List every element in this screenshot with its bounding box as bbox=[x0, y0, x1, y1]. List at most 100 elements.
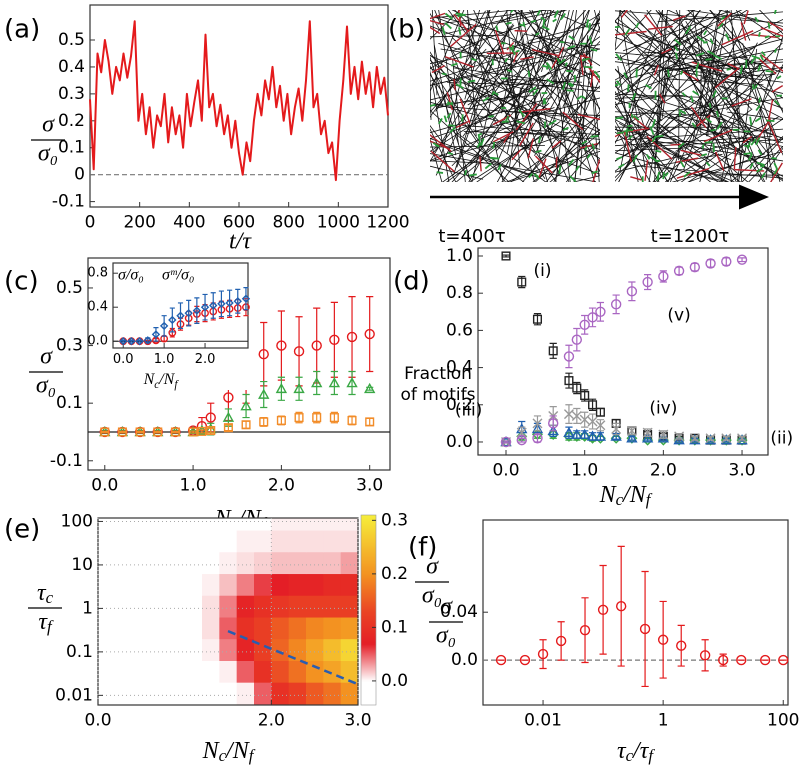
colorbar-strip bbox=[361, 655, 376, 658]
heatmap-cell bbox=[306, 530, 324, 553]
y-tick-label: 0.1 bbox=[56, 393, 83, 413]
marker bbox=[673, 265, 685, 277]
marker bbox=[188, 427, 198, 437]
heatmap-cell bbox=[184, 595, 203, 618]
text-part: N bbox=[629, 482, 648, 508]
filament bbox=[430, 10, 465, 93]
crosslinker bbox=[535, 32, 540, 36]
crosslinker bbox=[569, 82, 575, 87]
colorbar-strip bbox=[361, 661, 376, 664]
marker bbox=[579, 319, 590, 331]
filament bbox=[575, 10, 585, 129]
crosslinker bbox=[632, 154, 638, 163]
filament bbox=[757, 147, 783, 182]
heatmap-cell bbox=[150, 573, 168, 596]
colorbar-strip bbox=[361, 515, 376, 518]
y-axis-label-numerator: σ bbox=[42, 112, 55, 138]
marker bbox=[586, 430, 599, 441]
heatmap-cell bbox=[184, 518, 203, 531]
error-bar bbox=[161, 315, 167, 337]
filament bbox=[490, 10, 587, 114]
marker bbox=[176, 311, 185, 320]
error-bar bbox=[169, 307, 175, 333]
motor bbox=[680, 149, 703, 157]
filament bbox=[615, 28, 679, 81]
heatmap-cell bbox=[115, 573, 134, 596]
error-bar bbox=[366, 417, 374, 426]
filament bbox=[737, 141, 748, 182]
error-bar bbox=[218, 290, 224, 318]
filament bbox=[496, 10, 565, 163]
crosslinker bbox=[690, 95, 694, 103]
crosslinker bbox=[489, 156, 496, 160]
heatmap-cell bbox=[323, 638, 342, 662]
marker bbox=[548, 346, 558, 356]
filament bbox=[541, 10, 562, 72]
marker bbox=[275, 382, 288, 394]
colorbar-strip bbox=[361, 583, 376, 586]
crosslinker bbox=[477, 132, 483, 137]
error-bar bbox=[539, 639, 547, 670]
crosslinker bbox=[560, 40, 565, 44]
x-tick-label: 0.0 bbox=[84, 710, 111, 730]
crosslinker bbox=[692, 90, 699, 96]
marker bbox=[258, 388, 270, 399]
marker bbox=[641, 432, 654, 443]
marker bbox=[329, 413, 339, 423]
crosslinker bbox=[436, 171, 444, 174]
error-bar bbox=[581, 314, 589, 335]
colorbar-strip bbox=[361, 545, 376, 548]
crosslinker bbox=[627, 124, 633, 128]
marker bbox=[588, 400, 598, 410]
filament bbox=[593, 10, 600, 33]
colorbar-strip bbox=[361, 535, 376, 538]
heatmap-cell bbox=[236, 518, 255, 531]
heatmap-cell bbox=[132, 573, 151, 596]
text-part: f bbox=[648, 746, 655, 765]
filament bbox=[430, 51, 466, 105]
motor bbox=[653, 64, 659, 76]
filament bbox=[497, 10, 524, 25]
error-bar bbox=[518, 437, 526, 443]
filament bbox=[658, 10, 748, 135]
motor bbox=[562, 111, 584, 131]
filament bbox=[709, 10, 757, 71]
filament bbox=[430, 160, 493, 164]
crosslinker bbox=[530, 19, 537, 23]
motor bbox=[760, 54, 783, 72]
crosslinker bbox=[546, 78, 555, 85]
marker bbox=[578, 428, 591, 439]
crosslinker bbox=[651, 136, 657, 143]
motor bbox=[681, 70, 699, 82]
motor bbox=[579, 142, 598, 149]
heatmap-cell bbox=[132, 638, 151, 662]
filament bbox=[472, 129, 600, 175]
crosslinker bbox=[633, 114, 640, 121]
marker bbox=[571, 428, 583, 439]
heatmap-cell bbox=[98, 638, 116, 662]
heatmap-cell bbox=[115, 518, 134, 531]
colorbar-strip bbox=[361, 555, 376, 558]
heatmap-cell bbox=[150, 530, 168, 553]
error-bar bbox=[366, 295, 374, 373]
filament bbox=[435, 17, 600, 79]
error-bar bbox=[186, 299, 192, 327]
crosslinker bbox=[771, 157, 777, 160]
filament bbox=[430, 117, 492, 140]
x-tick-label: 3.0 bbox=[356, 475, 383, 495]
x-tick-label: 0.01 bbox=[524, 710, 562, 730]
filament bbox=[659, 63, 688, 110]
filament bbox=[619, 54, 662, 178]
filament bbox=[567, 10, 600, 114]
marker bbox=[595, 420, 606, 431]
crosslinker bbox=[679, 70, 684, 76]
motor bbox=[715, 151, 725, 171]
filament bbox=[657, 11, 783, 23]
error-bar bbox=[101, 430, 109, 434]
marker bbox=[642, 427, 653, 438]
heatmap-cell bbox=[306, 638, 324, 662]
heatmap-cell bbox=[236, 551, 255, 575]
motor bbox=[691, 61, 723, 72]
crosslinker bbox=[624, 129, 634, 133]
